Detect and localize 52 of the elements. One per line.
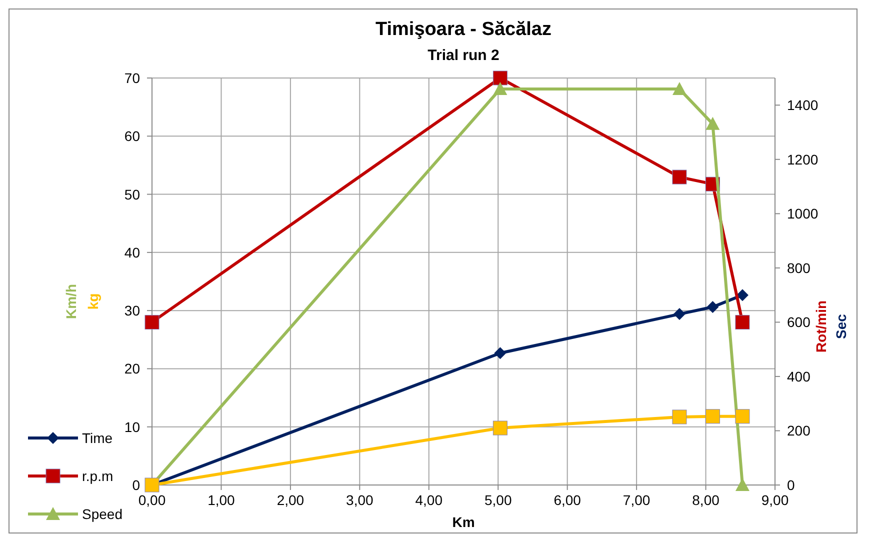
y-tick-label: 0: [132, 477, 140, 493]
y-tick-label: 60: [124, 128, 140, 144]
y2-tick-label: 1400: [787, 97, 818, 114]
point: [672, 170, 687, 184]
x-tick-label: 5,00: [484, 492, 512, 508]
x-tick-label: 7,00: [622, 492, 650, 508]
point: [706, 301, 719, 314]
point: [672, 82, 686, 96]
legend-label: Time: [82, 430, 113, 446]
y-tick-label: 70: [124, 70, 140, 86]
point: [735, 314, 750, 330]
y-axis-title: Km/h: [63, 284, 79, 319]
point: [494, 347, 506, 360]
point: [706, 116, 720, 130]
y-tick-label: 40: [124, 244, 140, 260]
point: [705, 409, 720, 424]
y2-tick-label: 800: [787, 260, 811, 276]
point: [736, 289, 748, 302]
point: [673, 308, 686, 320]
legend-label: r.p.m: [82, 468, 114, 484]
x-axis-title: Km: [452, 514, 475, 530]
y2-tick-label: 1200: [787, 151, 818, 168]
y2-tick-label: 1000: [787, 206, 818, 222]
y2-tick-label: 600: [787, 314, 811, 330]
point: [735, 409, 750, 424]
y-tick-label: 10: [124, 418, 140, 435]
x-tick-label: 0,00: [138, 492, 166, 508]
x-tick-label: 6,00: [554, 492, 582, 508]
point: [672, 410, 687, 424]
y2-axis-title: Rot/min: [813, 300, 829, 353]
y-tick-label: 30: [124, 302, 140, 319]
chart-subtitle: Trial run 2: [428, 47, 500, 64]
y2-tick-label: 200: [787, 422, 811, 439]
chart-title: Timişoara - Săcălaz: [375, 19, 552, 40]
y-tick-label: 50: [124, 186, 140, 202]
point: [492, 420, 508, 436]
point: [493, 82, 508, 96]
point: [144, 314, 160, 330]
legend-label: Speed: [82, 506, 122, 522]
x-tick-label: 2,00: [276, 492, 304, 508]
text: Sec: [833, 314, 849, 339]
x-tick-label: 8,00: [692, 492, 720, 508]
x-tick-label: 9,00: [761, 492, 789, 508]
y2-tick-label: 0: [787, 477, 795, 493]
point: [735, 478, 750, 491]
point: [492, 70, 508, 86]
y-tick-label: 20: [124, 360, 140, 377]
x-tick-label: 3,00: [346, 492, 374, 508]
x-tick-label: 4,00: [415, 492, 443, 508]
x-tick-label: 1,00: [208, 492, 236, 508]
text: kg: [85, 293, 101, 310]
y2-tick-label: 400: [787, 368, 811, 384]
